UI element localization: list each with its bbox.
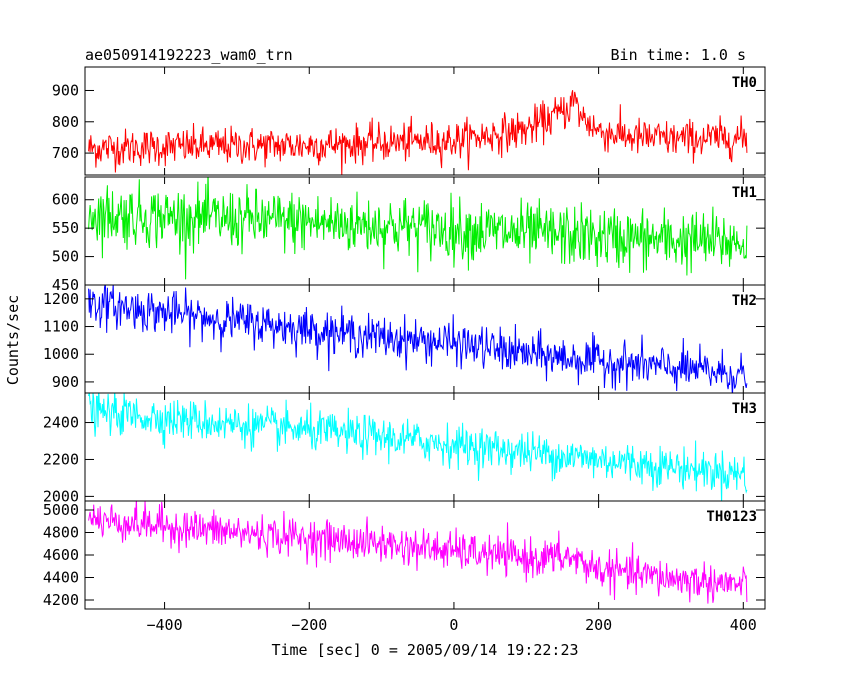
series-line-th0123 xyxy=(88,501,748,604)
x-tick-label: 400 xyxy=(730,616,757,634)
y-tick-label: 700 xyxy=(52,144,79,162)
series-line-th2 xyxy=(88,285,748,393)
panel-th0123: 4200 4400 4600 4800 5000 TH0123 xyxy=(43,500,766,610)
panel-frame xyxy=(84,392,766,502)
y-tick-label: 2000 xyxy=(43,487,79,505)
x-tick-label: 200 xyxy=(585,616,612,634)
y-tick-label: 4600 xyxy=(43,546,79,564)
y-tick-label: 900 xyxy=(52,81,79,99)
y-axis-title: Counts/sec xyxy=(4,295,22,385)
y-tick-label: 900 xyxy=(52,373,79,391)
panel-th3: 2000 2200 2400 TH3 xyxy=(43,392,766,505)
y-tick-label: 2400 xyxy=(43,414,79,432)
x-tick-label: −400 xyxy=(147,616,183,634)
bin-time-label: Bin time: 1.0 s xyxy=(611,46,746,64)
x-axis-title: Time [sec] 0 = 2005/09/14 19:22:23 xyxy=(271,641,578,659)
y-tick-label: 1200 xyxy=(43,290,79,308)
y-tick-label: 500 xyxy=(52,248,79,266)
y-tick-label: 550 xyxy=(52,219,79,237)
y-tick-label: 4800 xyxy=(43,524,79,542)
y-tick-label: 450 xyxy=(52,276,79,294)
y-tick-label: 1000 xyxy=(43,345,79,363)
series-line-th0 xyxy=(88,90,748,175)
panel-th2: 900 1000 1100 1200 TH2 xyxy=(43,284,766,394)
y-tick-label: 1100 xyxy=(43,318,79,336)
chart-title: ae050914192223_wam0_trn xyxy=(85,46,293,64)
panel-label-th3: TH3 xyxy=(732,401,757,417)
x-tick-label: 0 xyxy=(449,616,458,634)
panel-label-th1: TH1 xyxy=(732,185,757,201)
y-tick-label: 4400 xyxy=(43,569,79,587)
series-line-th1 xyxy=(88,177,748,280)
series-line-th3 xyxy=(88,393,748,501)
panel-label-th2: TH2 xyxy=(732,293,757,309)
panels: 700 800 900 TH0 450 500 550 600 TH1 900 1000 1100 12… xyxy=(43,66,766,610)
x-tick-label: −200 xyxy=(291,616,327,634)
y-tick-label: 2200 xyxy=(43,450,79,468)
x-axis: −400 −200 0 200 400 xyxy=(147,616,757,634)
panel-label-th0123: TH0123 xyxy=(706,509,757,525)
y-tick-label: 800 xyxy=(52,113,79,131)
y-tick-label: 600 xyxy=(52,191,79,209)
panel-th0: 700 800 900 TH0 xyxy=(52,66,766,176)
y-tick-label: 4200 xyxy=(43,591,79,609)
panel-th1: 450 500 550 600 TH1 xyxy=(52,176,766,294)
panel-frame xyxy=(84,66,766,176)
panel-label-th0: TH0 xyxy=(732,75,757,91)
y-tick-label: 5000 xyxy=(43,501,79,519)
